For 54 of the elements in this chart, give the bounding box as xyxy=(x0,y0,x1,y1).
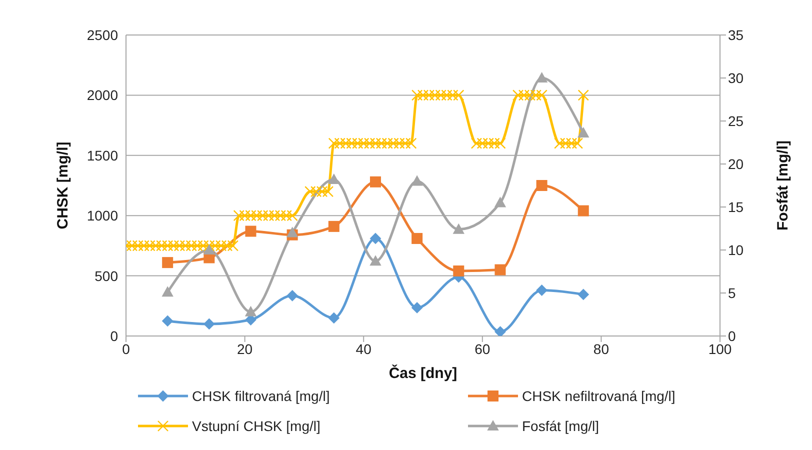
y2-tick-label: 15 xyxy=(728,198,744,215)
y-axis-title: CHSK [mg/l] xyxy=(54,142,72,230)
x-tick-label: 60 xyxy=(474,340,490,357)
y-tick-label: 1500 xyxy=(86,147,118,164)
y2-tick-label: 5 xyxy=(728,284,736,301)
point xyxy=(328,220,340,232)
point xyxy=(370,176,381,188)
point xyxy=(536,72,548,82)
point xyxy=(245,226,256,237)
point xyxy=(494,326,506,336)
point xyxy=(453,265,464,276)
x-tick-label: 80 xyxy=(593,340,610,357)
y2-tick-label: 25 xyxy=(728,112,744,129)
point xyxy=(162,286,174,297)
point xyxy=(162,315,174,326)
y2-axis-title: Fosfát [mg/l] xyxy=(774,140,792,230)
y2-tick-label: 10 xyxy=(728,242,744,258)
y2-tick-label: 30 xyxy=(728,70,744,86)
y2-tick-label: 35 xyxy=(728,26,744,43)
x-axis-title: Čas [dny] xyxy=(388,364,458,382)
y-tick-label: 0 xyxy=(110,328,118,344)
legend-label: CHSK filtrovaná [mg/l] xyxy=(192,388,330,404)
point xyxy=(204,244,215,254)
point xyxy=(412,232,423,244)
point xyxy=(370,256,381,266)
x-tick-label: 20 xyxy=(237,340,253,357)
point xyxy=(412,176,423,186)
point xyxy=(578,205,589,216)
point xyxy=(204,318,215,330)
y-tick-label: 500 xyxy=(94,268,118,284)
point xyxy=(412,302,423,314)
y-tick-label: 1000 xyxy=(86,208,118,224)
point xyxy=(578,128,589,138)
legend-label: CHSK nefiltrovaná [mg/l] xyxy=(522,388,676,404)
point xyxy=(162,257,174,268)
point xyxy=(245,306,256,316)
y-tick-label: 2500 xyxy=(86,26,118,43)
point xyxy=(494,264,506,276)
x-tick-label: 40 xyxy=(356,340,372,357)
point xyxy=(536,284,548,296)
legend-label: Vstupní CHSK [mg/l] xyxy=(192,418,320,434)
y-tick-label: 2000 xyxy=(86,87,118,104)
y2-tick-label: 20 xyxy=(728,156,744,172)
point xyxy=(453,224,464,234)
x-tick-label: 0 xyxy=(122,340,130,357)
point xyxy=(494,197,506,208)
point xyxy=(536,180,548,191)
point xyxy=(328,174,340,184)
point xyxy=(286,290,298,302)
point xyxy=(578,288,589,300)
point xyxy=(328,312,340,324)
legend-label: Fosfát [mg/l] xyxy=(522,418,600,434)
point xyxy=(370,232,381,244)
point xyxy=(286,227,298,238)
